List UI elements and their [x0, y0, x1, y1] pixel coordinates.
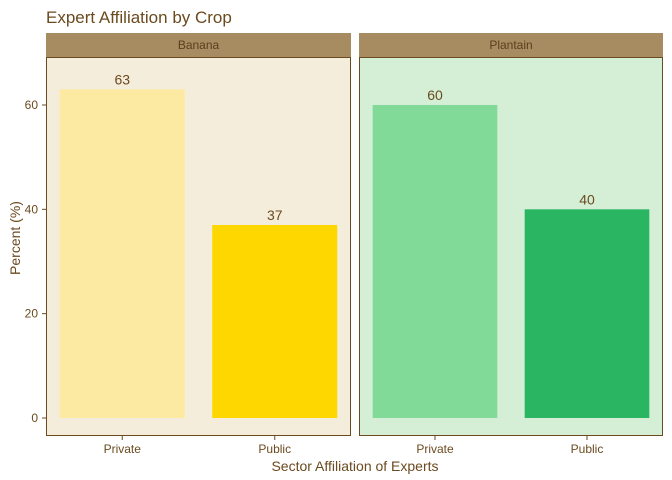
x-tick-label: Public — [258, 442, 291, 456]
facets: Banana 63 Private 37 Public Plantain 60 Private… — [46, 33, 663, 456]
y-tick-label: 60 — [25, 98, 39, 112]
bar-plantain-public — [524, 209, 650, 418]
x-tick-label: Private — [104, 442, 142, 456]
bar-value-label: 60 — [427, 87, 443, 103]
x-axis-label: Sector Affiliation of Experts — [271, 458, 438, 474]
facet-panel-plantain: Plantain 60 Private 40 Public — [359, 33, 663, 456]
x-tick-label: Private — [416, 442, 454, 456]
y-tick-label: 0 — [31, 411, 38, 425]
y-axis-label: Percent (%) — [7, 201, 23, 275]
bar-banana-public — [212, 224, 338, 418]
y-tick-label: 20 — [25, 307, 39, 321]
chart-title: Expert Affiliation by Crop — [46, 8, 232, 27]
facet-strip — [46, 33, 351, 57]
bar-value-label: 37 — [267, 207, 283, 223]
facet-panel-banana: Banana 63 Private 37 Public — [46, 33, 351, 456]
facet-strip-label: Banana — [178, 38, 220, 52]
facet-strip-label: Plantain — [489, 38, 532, 52]
y-axis: 0 20 40 60 — [25, 98, 46, 425]
x-tick-label: Public — [571, 442, 604, 456]
bar-value-label: 63 — [114, 71, 130, 87]
facet-strip — [359, 33, 663, 57]
bar-value-label: 40 — [579, 191, 595, 207]
bar-banana-private — [59, 89, 185, 418]
y-tick-label: 40 — [25, 202, 39, 216]
bar-plantain-private — [372, 105, 498, 418]
